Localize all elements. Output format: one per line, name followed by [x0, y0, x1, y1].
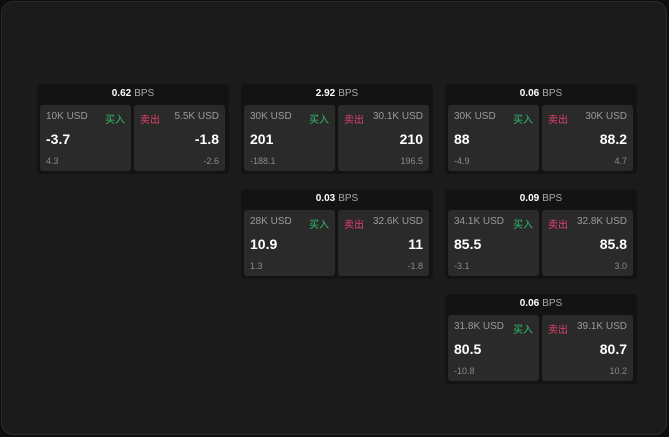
sell-tile[interactable]: 卖出 30.1K USD 210 196.5: [338, 105, 429, 171]
bid-price: 201: [250, 131, 274, 147]
spread-value: 0.06: [519, 298, 540, 309]
spread-value: 2.92: [315, 88, 336, 99]
bid-size: 30K USD: [454, 111, 496, 122]
ask-size: 30.1K USD: [372, 111, 423, 122]
spread-header: 0.06 BPS: [445, 84, 637, 104]
ask-sub: 4.7: [614, 156, 627, 166]
sell-tile[interactable]: 卖出 32.8K USD 85.8 3.0: [542, 210, 633, 276]
sell-label: 卖出: [548, 220, 568, 231]
buy-label: 买入: [105, 115, 125, 126]
sell-label: 卖出: [548, 115, 568, 126]
buy-label: 买入: [513, 220, 533, 231]
quote-card: 0.62 BPS 10K USD 买入 -3.7 4.3 卖出 5.5K USD -1…: [37, 84, 229, 174]
ask-size: 5.5K USD: [174, 111, 219, 122]
sell-label: 卖出: [140, 115, 160, 126]
bid-price: 88: [454, 131, 470, 147]
quote-card: 0.03 BPS 28K USD 买入 10.9 1.3 卖出 32.6K USD 1…: [241, 189, 433, 279]
ask-sub: -1.8: [407, 261, 423, 271]
ask-sub: 10.2: [609, 366, 627, 376]
buy-tile[interactable]: 30K USD 买入 88 -4.9: [448, 105, 539, 171]
ask-price: 88.2: [599, 131, 627, 147]
ask-price: 210: [399, 131, 423, 147]
spread-header: 0.03 BPS: [241, 189, 433, 209]
buy-tile[interactable]: 28K USD 买入 10.9 1.3: [244, 210, 335, 276]
bid-price: 80.5: [454, 341, 482, 357]
buy-label: 买入: [513, 325, 533, 336]
ask-sub: -2.6: [203, 156, 219, 166]
bid-sub: 4.3: [46, 156, 59, 166]
sell-label: 卖出: [548, 325, 568, 336]
buy-label: 买入: [513, 115, 533, 126]
bid-sub: -4.9: [454, 156, 470, 166]
spread-value: 0.62: [111, 88, 132, 99]
buy-tile[interactable]: 31.8K USD 买入 80.5 -10.8: [448, 315, 539, 381]
spread-unit: BPS: [134, 88, 155, 99]
bid-price: -3.7: [46, 131, 71, 147]
spread-value: 0.09: [519, 193, 540, 204]
spread-value: 0.03: [315, 193, 336, 204]
quote-card: 0.06 BPS 31.8K USD 买入 80.5 -10.8 卖出 39.1K U…: [445, 294, 637, 384]
ask-price: 80.7: [599, 341, 627, 357]
sell-label: 卖出: [344, 115, 364, 126]
ask-size: 39.1K USD: [576, 321, 627, 332]
bid-size: 28K USD: [250, 216, 292, 227]
bid-price: 85.5: [454, 236, 482, 252]
spread-unit: BPS: [542, 88, 563, 99]
bid-sub: -10.8: [454, 366, 475, 376]
bid-size: 30K USD: [250, 111, 292, 122]
bid-price: 10.9: [250, 236, 278, 252]
spread-header: 0.06 BPS: [445, 294, 637, 314]
ask-sub: 196.5: [400, 156, 423, 166]
spread-unit: BPS: [338, 193, 359, 204]
ask-price: 85.8: [599, 236, 627, 252]
buy-tile[interactable]: 34.1K USD 买入 85.5 -3.1: [448, 210, 539, 276]
ask-size: 30K USD: [585, 111, 627, 122]
bid-size: 10K USD: [46, 111, 88, 122]
spread-header: 0.09 BPS: [445, 189, 637, 209]
ask-price: 11: [408, 236, 423, 252]
ask-size: 32.8K USD: [576, 216, 627, 227]
spread-header: 2.92 BPS: [241, 84, 433, 104]
spread-unit: BPS: [542, 193, 563, 204]
spread-header: 0.62 BPS: [37, 84, 229, 104]
buy-tile[interactable]: 10K USD 买入 -3.7 4.3: [40, 105, 131, 171]
bid-size: 31.8K USD: [454, 321, 505, 332]
spread-unit: BPS: [338, 88, 359, 99]
quote-card: 0.09 BPS 34.1K USD 买入 85.5 -3.1 卖出 32.8K US…: [445, 189, 637, 279]
spread-value: 0.06: [519, 88, 540, 99]
bid-size: 34.1K USD: [454, 216, 505, 227]
quote-card: 2.92 BPS 30K USD 买入 201 -188.1 卖出 30.1K USD…: [241, 84, 433, 174]
sell-tile[interactable]: 卖出 32.6K USD 11 -1.8: [338, 210, 429, 276]
quote-card: 0.06 BPS 30K USD 买入 88 -4.9 卖出 30K USD 88.2…: [445, 84, 637, 174]
sell-label: 卖出: [344, 220, 364, 231]
ask-price: -1.8: [194, 131, 219, 147]
buy-label: 买入: [309, 115, 329, 126]
sell-tile[interactable]: 卖出 30K USD 88.2 4.7: [542, 105, 633, 171]
bid-sub: -188.1: [250, 156, 276, 166]
sell-tile[interactable]: 卖出 39.1K USD 80.7 10.2: [542, 315, 633, 381]
bid-sub: -3.1: [454, 261, 470, 271]
bid-sub: 1.3: [250, 261, 263, 271]
buy-tile[interactable]: 30K USD 买入 201 -188.1: [244, 105, 335, 171]
spread-unit: BPS: [542, 298, 563, 309]
ask-sub: 3.0: [614, 261, 627, 271]
buy-label: 买入: [309, 220, 329, 231]
ask-size: 32.6K USD: [372, 216, 423, 227]
sell-tile[interactable]: 卖出 5.5K USD -1.8 -2.6: [134, 105, 225, 171]
